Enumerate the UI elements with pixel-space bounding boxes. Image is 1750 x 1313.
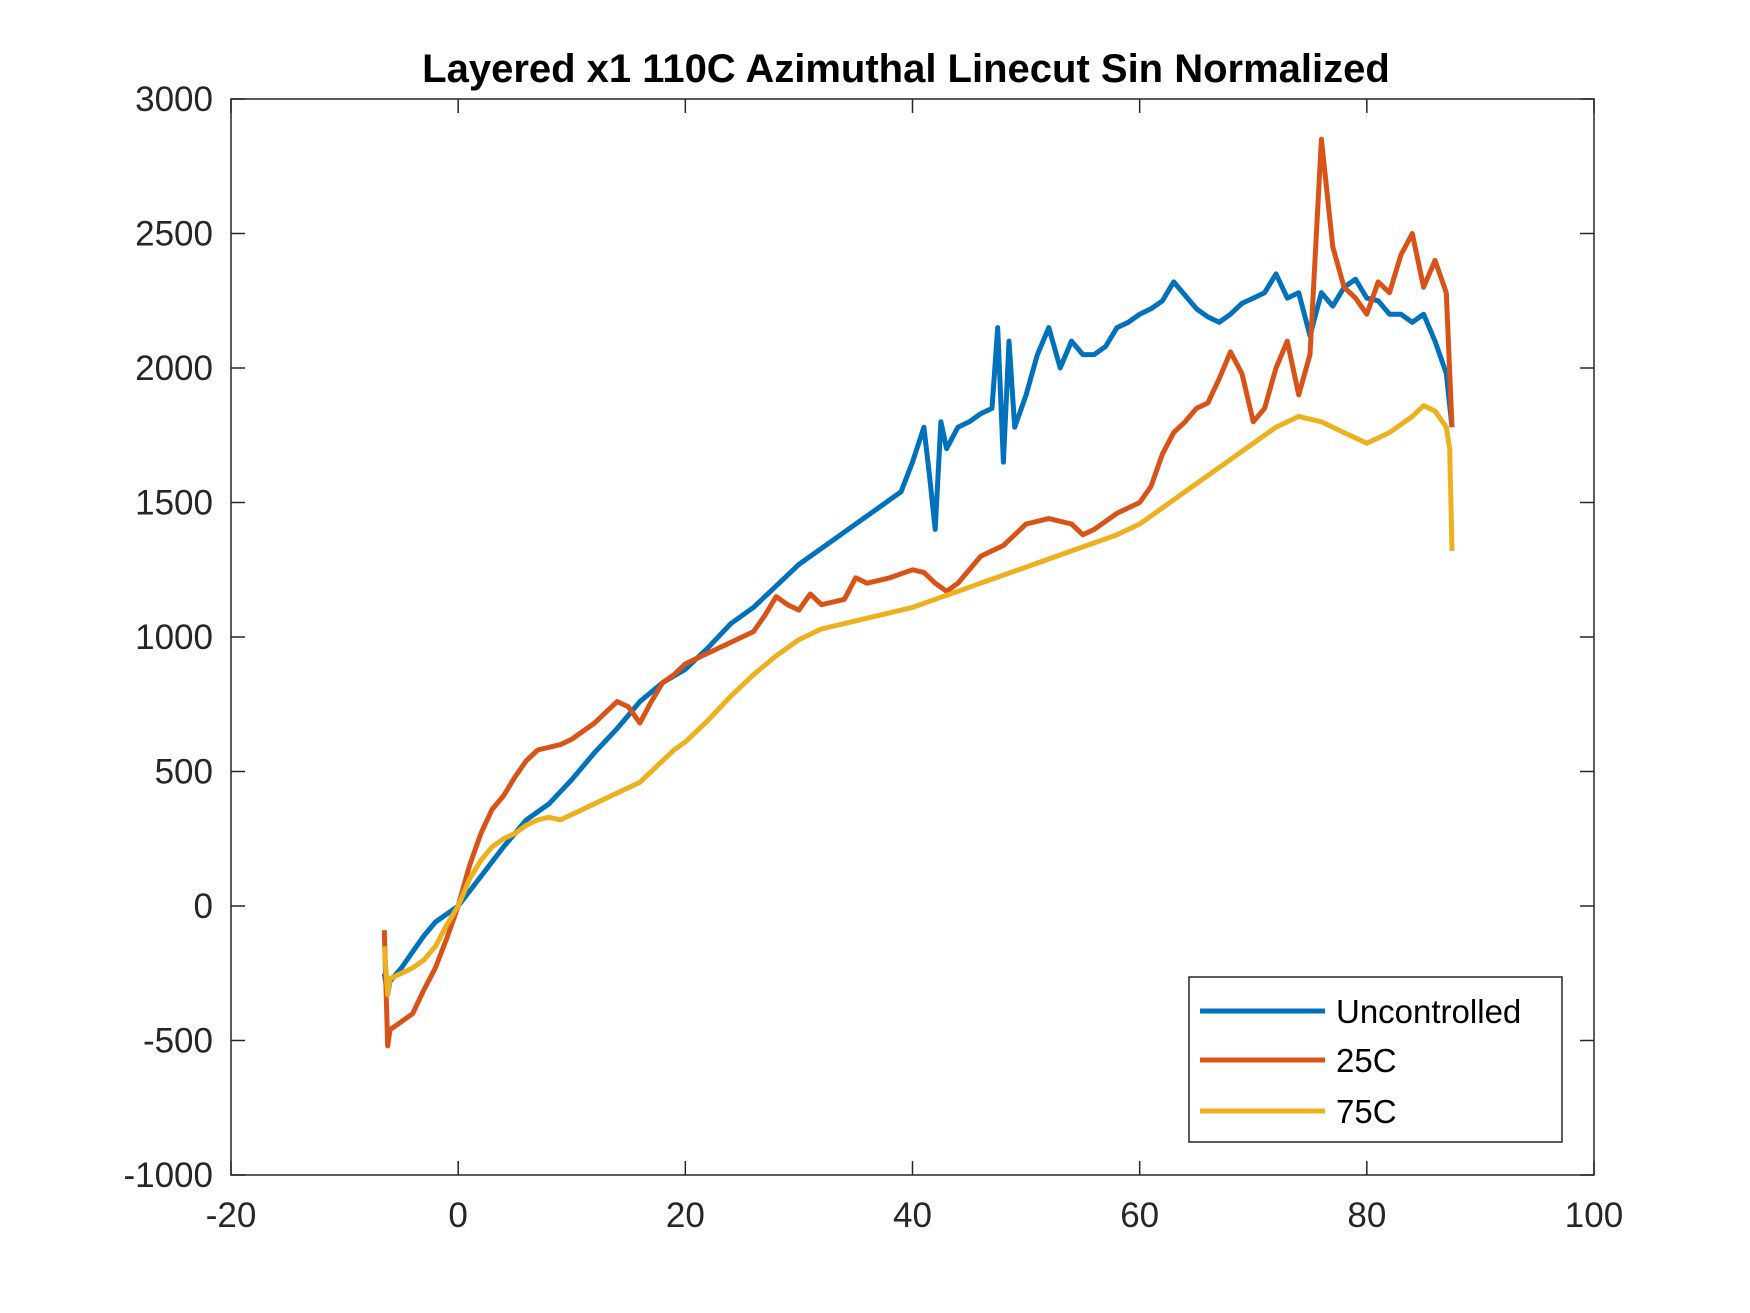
- x-tick-label: 60: [1120, 1196, 1159, 1235]
- series-line-75c: [381, 403, 1455, 998]
- y-tick-label: 0: [194, 887, 213, 926]
- x-tick-label: 100: [1565, 1196, 1623, 1235]
- y-tick-label: 2500: [135, 215, 213, 254]
- y-tick-label: 3000: [135, 80, 213, 119]
- x-tick-label: 80: [1347, 1196, 1386, 1235]
- x-tick-label: -20: [206, 1196, 257, 1235]
- y-tick-label: 1000: [135, 618, 213, 657]
- x-tick-label: 0: [448, 1196, 467, 1235]
- x-tick-label: 40: [893, 1196, 932, 1235]
- y-tick-label: -1000: [123, 1156, 213, 1195]
- y-tick-label: -500: [143, 1022, 213, 1061]
- legend: Uncontrolled 25C 75C: [1188, 976, 1563, 1143]
- series-line-uncontrolled: [381, 271, 1455, 998]
- legend-label-75c: 75C: [1336, 1093, 1397, 1130]
- legend-label-25c: 25C: [1336, 1042, 1397, 1079]
- y-tick-label: 500: [155, 753, 213, 792]
- chart-title: Layered x1 110C Azimuthal Linecut Sin No…: [422, 47, 1390, 91]
- y-tick-label: 2000: [135, 349, 213, 388]
- legend-label-uncontrolled: Uncontrolled: [1336, 993, 1521, 1030]
- y-tick-label: 1500: [135, 484, 213, 523]
- axis-tick-labels: -20 0 20 40 60 80 100 -1000 -500 0 500 1000 1500 2000…: [123, 80, 1623, 1235]
- x-tick-label: 20: [666, 1196, 705, 1235]
- series-lines: [381, 136, 1455, 1049]
- axis-ticks: [230, 98, 1595, 1176]
- series-line-25c: [381, 136, 1455, 1049]
